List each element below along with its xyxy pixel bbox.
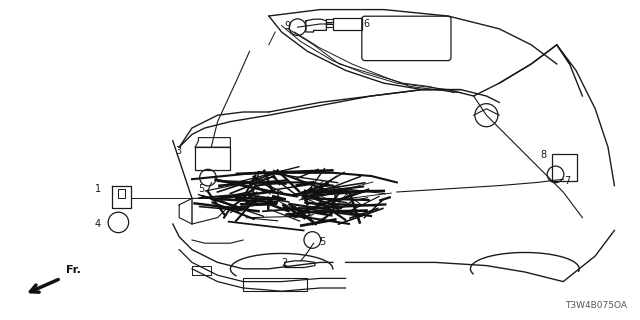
Text: 2: 2	[282, 258, 288, 268]
Bar	[243, 278, 307, 291]
Bar	[333, 18, 362, 30]
Text: 4: 4	[95, 219, 101, 229]
Text: 5: 5	[319, 237, 325, 247]
Bar	[195, 147, 230, 170]
Text: 5: 5	[198, 184, 205, 194]
Text: T3W4B075OA: T3W4B075OA	[565, 301, 627, 310]
Text: 6: 6	[364, 19, 370, 29]
Text: 3: 3	[175, 146, 182, 156]
Text: 9: 9	[285, 21, 291, 31]
Text: 8: 8	[541, 150, 547, 160]
Bar	[552, 154, 577, 181]
Text: 7: 7	[564, 176, 571, 186]
Text: Fr.: Fr.	[66, 265, 81, 276]
Text: 1: 1	[95, 184, 101, 194]
